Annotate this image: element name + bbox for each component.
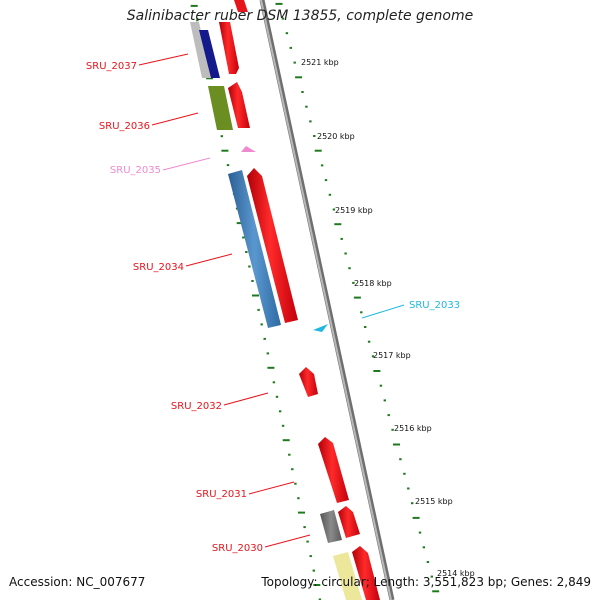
scale-label-2516: 2516 kbp [394, 424, 432, 433]
gene-block-sru-2036[interactable] [208, 86, 233, 130]
accession-text: Accession: NC_007677 [9, 575, 146, 589]
gene-arrow-sru-2030[interactable] [338, 506, 360, 538]
scale-label-2520: 2520 kbp [317, 132, 355, 141]
gene-arrow-sru-2037[interactable] [219, 22, 239, 74]
gene-label-sru-2030[interactable]: SRU_2030 [212, 543, 263, 554]
scale-label-2519: 2519 kbp [335, 206, 373, 215]
gene-label-sru-2036[interactable]: SRU_2036 [99, 121, 150, 132]
gene-arrow-sru-2032[interactable] [299, 367, 318, 397]
gene-block-navy [199, 30, 220, 78]
gene-arrow-sru-2035[interactable] [241, 146, 256, 152]
scale-label-2514: 2514 kbp [437, 569, 475, 578]
gene-block-red-top-right [234, 0, 248, 12]
gene-label-sru-2031[interactable]: SRU_2031 [196, 489, 247, 500]
label-leaders [138, 53, 405, 548]
gene-block-grey-top [190, 22, 211, 78]
scale-label-2517: 2517 kbp [373, 351, 411, 360]
gene-label-sru-2032[interactable]: SRU_2032 [171, 401, 222, 412]
gene-label-sru-2035[interactable]: SRU_2035 [110, 165, 161, 176]
genome-backbone [259, 0, 395, 600]
scale-label-2521: 2521 kbp [301, 58, 339, 67]
outer-tick-track [275, 2, 440, 593]
gene-label-sru-2033[interactable]: SRU_2033 [409, 300, 460, 311]
genome-stats-text: Topology: circular; Length: 3,551,823 bp… [261, 575, 591, 589]
gene-features [190, 0, 380, 600]
map-title: Salinibacter ruber DSM 13855, complete g… [126, 8, 474, 24]
gene-block-sru-2034-blue[interactable] [228, 170, 281, 328]
gene-block-yellow-bottom [333, 552, 362, 600]
gene-arrow-red-bottom [352, 546, 380, 600]
gene-label-sru-2037[interactable]: SRU_2037 [86, 61, 137, 72]
scale-label-2515: 2515 kbp [415, 497, 453, 506]
gene-label-sru-2034[interactable]: SRU_2034 [133, 262, 184, 273]
gene-labels: SRU_2037 SRU_2036 SRU_2035 SRU_2034 SRU_… [86, 61, 460, 554]
scale-labels: 2521 kbp 2520 kbp 2519 kbp 2518 kbp 2517… [301, 58, 475, 578]
gene-block-sru-2030-grey[interactable] [320, 510, 342, 543]
gene-arrow-sru-2031[interactable] [318, 437, 349, 503]
scale-label-2518: 2518 kbp [354, 279, 392, 288]
gene-arrow-sru-2036[interactable] [228, 82, 250, 128]
gene-arrow-sru-2033[interactable] [313, 324, 328, 332]
gene-arrow-sru-2034[interactable] [247, 168, 298, 323]
